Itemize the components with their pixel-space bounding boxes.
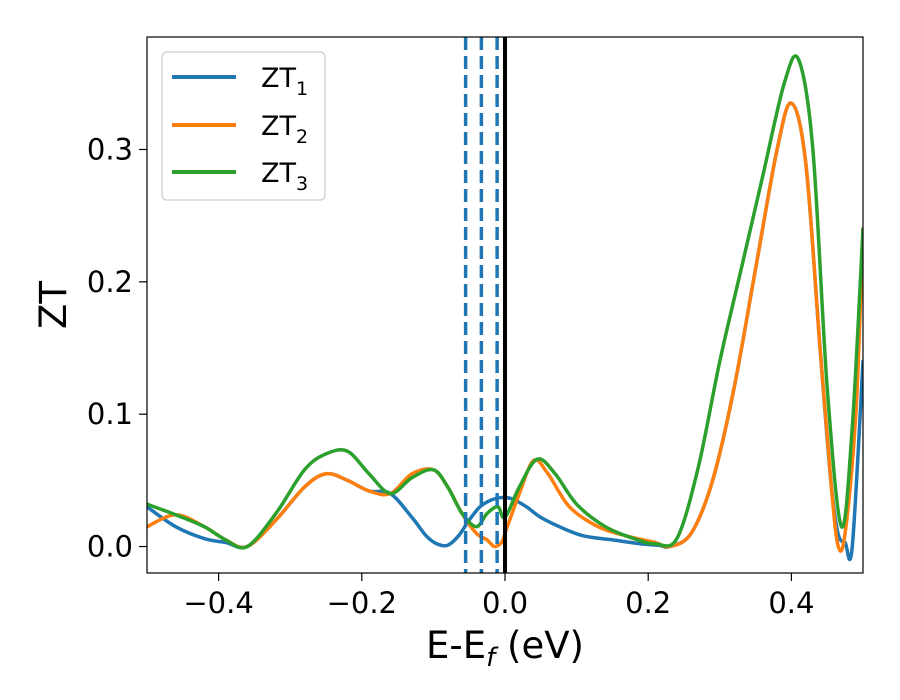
y-axis-ticks: 0.0 0.1 0.2 0.3 [87,132,147,564]
plot-area [147,37,863,573]
legend-box [161,51,326,201]
x-tick-label: 0.2 [625,586,671,620]
series-line-zt3 [147,54,863,550]
legend-label-zt2: ZT [261,111,296,142]
legend-entry-zt1: ZT1 [172,63,308,100]
x-axis-label-main: E-E [426,624,486,667]
x-axis-ticks: −0.4 −0.2 0.0 0.2 0.4 [183,573,814,620]
x-tick-label: 0.4 [768,586,814,620]
x-tick-label: 0.0 [482,586,528,620]
x-axis-label: E-Ef (eV) [426,624,584,673]
legend: ZT1 ZT2 ZT3 [161,51,326,201]
y-axis-label: ZT [32,281,75,329]
legend-label-zt3-sub: 3 [296,173,308,195]
svg-text:ZT3: ZT3 [261,158,308,195]
x-tick-label: −0.2 [327,586,397,620]
y-tick-label: 0.2 [87,265,133,299]
legend-label-zt3: ZT [261,158,296,189]
series-line-zt2 [147,101,863,553]
legend-entry-zt2: ZT2 [172,111,308,148]
legend-label-zt1: ZT [261,63,296,94]
svg-text:ZT2: ZT2 [261,111,308,148]
y-tick-label: 0.3 [87,132,133,166]
x-axis-label-unit: (eV) [495,624,584,667]
svg-text:ZT1: ZT1 [261,63,308,100]
legend-label-zt1-sub: 1 [296,78,308,100]
x-tick-label: −0.4 [183,586,253,620]
legend-label-zt2-sub: 2 [296,126,308,148]
legend-entry-zt3: ZT3 [172,158,308,195]
y-tick-label: 0.0 [87,530,133,564]
series-group [147,37,863,573]
y-tick-label: 0.1 [87,397,133,431]
